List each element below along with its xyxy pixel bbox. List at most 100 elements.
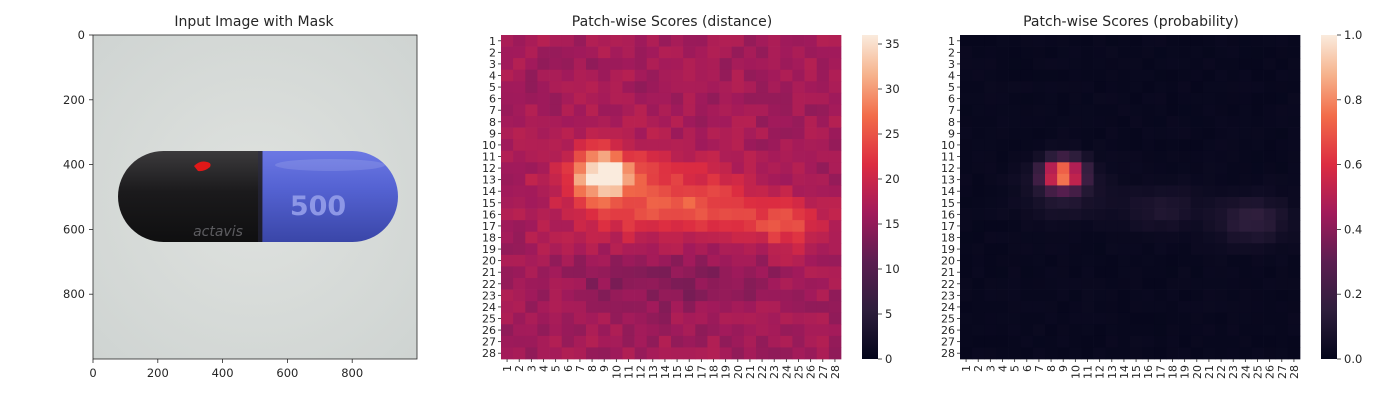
heatmap-cell bbox=[646, 243, 660, 256]
heatmap-cell bbox=[598, 162, 611, 175]
heatmap-cell bbox=[816, 324, 830, 337]
heatmap-cell bbox=[1178, 208, 1192, 221]
heatmap-cell bbox=[756, 173, 769, 186]
heatmap-cell bbox=[683, 185, 696, 198]
heatmap-cell bbox=[1215, 162, 1228, 175]
heatmap-cell bbox=[695, 335, 708, 348]
heatmap-cell bbox=[1202, 335, 1216, 348]
capsule-seam bbox=[258, 151, 263, 242]
heatmap-cell bbox=[549, 301, 563, 314]
heatmap-cell bbox=[1202, 104, 1216, 117]
heatmap-cell bbox=[816, 58, 830, 71]
heatmap-cell bbox=[1239, 173, 1252, 186]
heatmap-cell bbox=[1178, 104, 1192, 117]
heatmap-cell bbox=[1105, 127, 1119, 140]
heatmap-cell bbox=[780, 104, 793, 117]
heatmap-cell bbox=[1045, 139, 1058, 152]
heatmap-cell bbox=[695, 197, 708, 209]
heatmap-ytick-label: 10 bbox=[482, 139, 496, 152]
heatmap-ytick-label: 1 bbox=[489, 35, 496, 48]
heatmap-cell bbox=[1069, 35, 1082, 47]
heatmap-cell bbox=[561, 312, 575, 325]
heatmap-cell bbox=[634, 312, 648, 325]
heatmap-cell bbox=[984, 312, 997, 325]
heatmap-cell bbox=[828, 208, 842, 221]
heatmap-cell bbox=[598, 92, 611, 105]
heatmap-cell bbox=[707, 35, 720, 47]
heatmap-cell bbox=[598, 69, 611, 82]
heatmap-cell bbox=[1227, 289, 1240, 302]
heatmap-cell bbox=[707, 173, 720, 186]
heatmap-cell bbox=[1178, 335, 1192, 348]
heatmap-cell bbox=[646, 347, 660, 360]
heatmap-cell bbox=[816, 162, 830, 175]
heatmap-cell bbox=[804, 127, 818, 140]
heatmap-cell bbox=[719, 69, 733, 82]
heatmap-cell bbox=[1227, 278, 1240, 290]
heatmap-cell bbox=[561, 208, 575, 221]
heatmap-cell bbox=[719, 254, 733, 267]
heatmap-cell bbox=[1142, 266, 1155, 279]
heatmap-cell bbox=[707, 278, 720, 290]
heatmap-cell bbox=[1130, 266, 1143, 279]
heatmap-cell bbox=[695, 185, 708, 198]
heatmap-cell bbox=[768, 312, 781, 325]
heatmap-cell bbox=[610, 46, 623, 59]
heatmap-cell bbox=[1251, 139, 1264, 152]
heatmap-cell bbox=[658, 289, 672, 302]
heatmap-cell bbox=[1263, 335, 1277, 348]
heatmap-cell bbox=[1263, 220, 1277, 233]
heatmap-cell bbox=[1275, 185, 1289, 198]
heatmap-cell bbox=[573, 92, 587, 105]
distance-heatmap-cells bbox=[501, 35, 842, 360]
heatmap-ytick-label: 8 bbox=[948, 116, 955, 129]
heatmap-cell bbox=[671, 324, 684, 337]
heatmap-cell bbox=[1032, 35, 1046, 47]
heatmap-cell bbox=[1287, 278, 1301, 290]
heatmap-cell bbox=[1020, 231, 1034, 244]
heatmap-cell bbox=[972, 324, 985, 337]
heatmap-cell bbox=[743, 104, 757, 117]
heatmap-cell bbox=[1130, 185, 1143, 198]
heatmap-cell bbox=[671, 58, 684, 71]
heatmap-cell bbox=[1239, 116, 1252, 128]
distance-heatmap-panel: Patch-wise Scores (distance) 12345678910… bbox=[482, 14, 900, 379]
heatmap-cell bbox=[501, 289, 514, 302]
heatmap-cell bbox=[610, 92, 623, 105]
heatmap-cell bbox=[658, 278, 672, 290]
heatmap-cell bbox=[960, 324, 973, 337]
heatmap-ytick-label: 24 bbox=[941, 301, 955, 314]
colorbar-tick-label: 25 bbox=[885, 127, 900, 141]
heatmap-cell bbox=[1251, 116, 1264, 128]
heatmap-cell bbox=[1081, 69, 1094, 82]
heatmap-cell bbox=[634, 58, 648, 71]
heatmap-cell bbox=[1202, 69, 1216, 82]
heatmap-cell bbox=[1130, 312, 1143, 325]
heatmap-cell bbox=[610, 173, 623, 186]
heatmap-cell bbox=[1178, 301, 1192, 314]
heatmap-cell bbox=[792, 92, 805, 105]
heatmap-cell bbox=[598, 208, 611, 221]
heatmap-cell bbox=[960, 220, 973, 233]
heatmap-cell bbox=[549, 139, 563, 152]
heatmap-cell bbox=[1045, 231, 1058, 244]
heatmap-cell bbox=[622, 104, 635, 117]
heatmap-cell bbox=[1117, 266, 1131, 279]
heatmap-xtick-label: 11 bbox=[623, 365, 636, 379]
colorbar-tick-label: 0.6 bbox=[1344, 158, 1362, 172]
heatmap-cell bbox=[573, 197, 587, 209]
heatmap-cell bbox=[1215, 266, 1228, 279]
heatmap-cell bbox=[731, 335, 745, 348]
heatmap-cell bbox=[1045, 81, 1058, 94]
heatmap-cell bbox=[1105, 208, 1119, 221]
heatmap-cell bbox=[1081, 185, 1094, 198]
heatmap-cell bbox=[1117, 197, 1131, 209]
heatmap-cell bbox=[525, 116, 538, 128]
heatmap-cell bbox=[1105, 139, 1119, 152]
heatmap-cell bbox=[1227, 46, 1240, 59]
heatmap-cell bbox=[634, 266, 648, 279]
heatmap-cell bbox=[1117, 92, 1131, 105]
heatmap-cell bbox=[586, 139, 599, 152]
heatmap-cell bbox=[756, 104, 769, 117]
heatmap-cell bbox=[525, 127, 538, 140]
